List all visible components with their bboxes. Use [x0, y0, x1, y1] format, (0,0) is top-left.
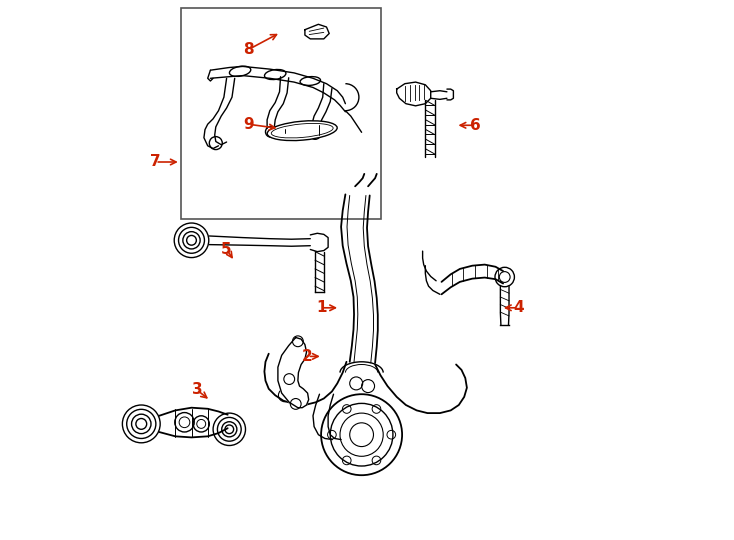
- Bar: [181, 8, 380, 219]
- Text: 5: 5: [221, 242, 232, 257]
- Ellipse shape: [267, 121, 337, 140]
- Polygon shape: [305, 24, 330, 39]
- Text: 3: 3: [192, 382, 202, 397]
- Text: 4: 4: [513, 300, 523, 315]
- Text: 6: 6: [470, 118, 480, 133]
- Text: 7: 7: [150, 154, 161, 170]
- Polygon shape: [396, 82, 431, 106]
- Polygon shape: [278, 338, 309, 408]
- Text: 8: 8: [243, 42, 253, 57]
- Text: 1: 1: [316, 300, 327, 315]
- Text: 9: 9: [243, 117, 253, 132]
- Text: 2: 2: [302, 349, 313, 364]
